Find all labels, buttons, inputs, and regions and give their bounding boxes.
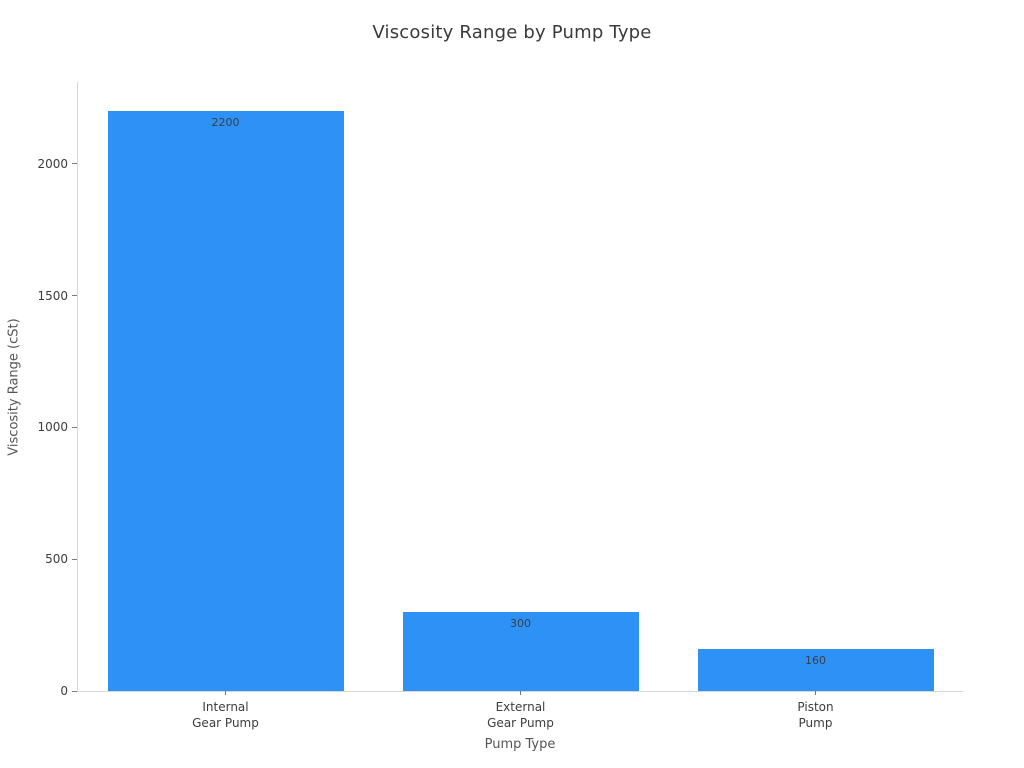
x-tick-mark: [815, 691, 816, 695]
bar-value-label: 2200: [211, 116, 240, 129]
y-tick-label: 1000: [37, 420, 68, 435]
x-tick-label-line: Piston: [797, 700, 834, 714]
y-tick-mark: [72, 295, 77, 297]
x-tick-mark: [225, 691, 226, 695]
y-tick-mark: [72, 690, 77, 692]
x-tick-label: Piston Pump: [797, 699, 833, 731]
y-tick-label: 500: [45, 552, 68, 567]
chart-title: Viscosity Range by Pump Type: [372, 22, 652, 43]
x-tick-label-line: Pump: [798, 716, 833, 730]
y-axis-title: Viscosity Range (cSt): [6, 318, 22, 456]
x-axis-title: Pump Type: [484, 737, 556, 752]
x-tick-label-line: Gear Pump: [192, 716, 259, 730]
plot-area: 0 500 1000 1500 2000 2200 Internal Gear Pump 300…: [37, 82, 963, 730]
y-tick-label: 0: [60, 684, 68, 698]
x-tick-label-line: Gear Pump: [487, 716, 554, 730]
x-tick-label-line: Internal: [202, 700, 249, 714]
y-tick-label: 2000: [37, 156, 68, 171]
x-tick-mark: [520, 691, 521, 695]
bar: 2200: [107, 111, 344, 691]
y-tick-mark: [72, 426, 77, 428]
bar: 300: [402, 611, 639, 691]
y-tick-mark: [72, 163, 77, 165]
y-tick-label: 1500: [37, 288, 68, 303]
y-tick-mark: [72, 558, 77, 560]
bar-value-label: 300: [510, 616, 531, 630]
x-tick-label-line: External: [495, 700, 546, 714]
bar-value-label: 160: [805, 653, 826, 667]
bar: 160: [697, 648, 934, 691]
x-tick-label: Internal Gear Pump: [192, 699, 259, 731]
x-tick-label: External Gear Pump: [487, 699, 554, 731]
